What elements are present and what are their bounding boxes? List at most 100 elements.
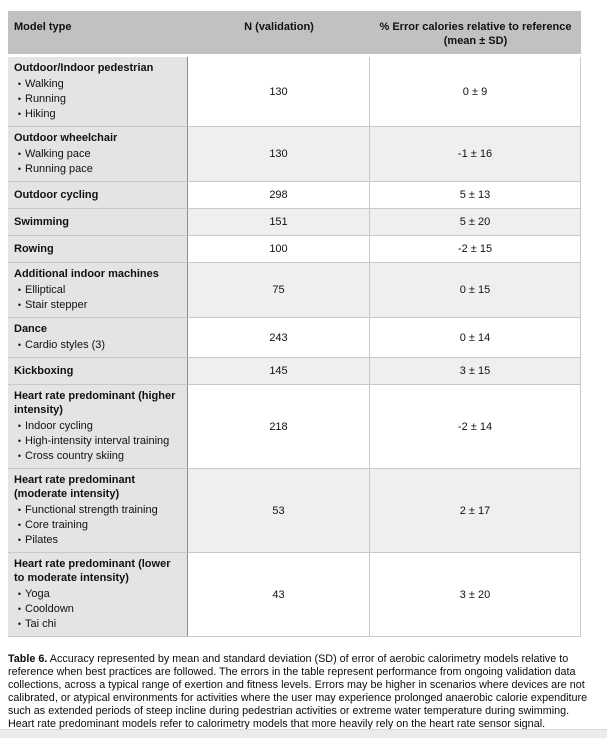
error-cell: 3 ± 20 [370,552,581,636]
model-name: Outdoor/Indoor pedestrian [14,62,154,74]
model-activity-list: • Yoga • Cooldown • Tai chi [14,587,179,632]
activity-label: Cross country skiing [25,450,125,462]
table-row: Outdoor wheelchair • Walking pace • Running… [8,126,581,181]
model-name: Heart rate predominant (lower to moderat… [14,558,171,584]
model-cell: Swimming [8,208,188,235]
activity-item: • Walking [14,77,179,92]
model-activity-list: • Functional strength training • Core train… [14,503,179,548]
bullet-icon: • [17,149,22,159]
activity-label: Yoga [25,588,50,600]
bullet-icon: • [17,421,22,431]
model-cell: Outdoor cycling [8,181,188,208]
n-validation-cell: 145 [188,357,370,384]
error-cell: 3 ± 15 [370,357,581,384]
model-name: Additional indoor machines [14,268,159,280]
header-body-gap [8,54,581,57]
model-activity-list: • Cardio styles (3) [14,338,179,353]
caption-label: Table 6. [8,653,48,665]
model-cell: Kickboxing [8,357,188,384]
error-cell: 5 ± 20 [370,208,581,235]
activity-label: Cooldown [25,603,74,615]
n-validation-cell: 130 [188,126,370,181]
activity-label: Hiking [25,108,56,120]
activity-item: • Running pace [14,162,179,177]
activity-item: • Cooldown [14,602,179,617]
table-row: Kickboxing 145 3 ± 15 [8,357,581,384]
error-cell: -2 ± 14 [370,384,581,468]
activity-label: Walking [25,78,64,90]
activity-label: Running [25,93,66,105]
model-activity-list: • Walking pace • Running pace [14,147,179,177]
model-cell: Dance • Cardio styles (3) [8,317,188,357]
header-n-validation: N (validation) [244,21,314,33]
activity-label: Functional strength training [25,504,158,516]
n-validation-cell: 130 [188,57,370,126]
model-cell: Additional indoor machines • Elliptical • S… [8,262,188,317]
bullet-icon: • [17,164,22,174]
activity-item: • Walking pace [14,147,179,162]
activity-item: • Elliptical [14,283,179,298]
bullet-icon: • [17,340,22,350]
activity-item: • Indoor cycling [14,419,179,434]
bullet-icon: • [17,535,22,545]
model-name: Kickboxing [14,365,74,377]
activity-label: Walking pace [25,148,91,160]
activity-label: Indoor cycling [25,420,93,432]
error-cell: 0 ± 14 [370,317,581,357]
table-caption: Table 6. Accuracy represented by mean an… [8,653,598,731]
header-error-line2: (mean ± SD) [443,35,508,47]
bullet-icon: • [17,451,22,461]
activity-item: • Functional strength training [14,503,179,518]
error-cell: -2 ± 15 [370,235,581,262]
error-cell: -1 ± 16 [370,126,581,181]
model-name: Outdoor cycling [14,189,99,201]
activity-label: Cardio styles (3) [25,339,106,351]
activity-item: • Yoga [14,587,179,602]
bullet-icon: • [17,300,22,310]
model-cell: Heart rate predominant (lower to moderat… [8,552,188,636]
activity-label: Stair stepper [25,299,88,311]
header-error-calories: % Error calories relative to reference (… [370,11,581,54]
bullet-icon: • [17,619,22,629]
table-row: Dance • Cardio styles (3) 243 0 ± 14 [8,317,581,357]
table-body: Outdoor/Indoor pedestrian • Walking • Runni… [8,57,581,637]
table-row: Outdoor cycling 298 5 ± 13 [8,181,581,208]
n-validation-cell: 218 [188,384,370,468]
table-header-row: Model type N (validation) % Error calori… [8,11,581,54]
header-model-type: Model type [14,21,72,33]
activity-label: Elliptical [25,284,66,296]
activity-item: • Cardio styles (3) [14,338,179,353]
model-activity-list: • Elliptical • Stair stepper [14,283,179,313]
activity-item: • Hiking [14,107,179,122]
error-cell: 2 ± 17 [370,468,581,552]
bullet-icon: • [17,589,22,599]
activity-label: Pilates [25,534,59,546]
table-row: Outdoor/Indoor pedestrian • Walking • Runni… [8,57,581,126]
n-validation-cell: 298 [188,181,370,208]
model-activity-list: • Indoor cycling • High-intensity interval … [14,419,179,464]
table-row: Rowing 100 -2 ± 15 [8,235,581,262]
bullet-icon: • [17,285,22,295]
table-row: Swimming 151 5 ± 20 [8,208,581,235]
model-cell: Outdoor/Indoor pedestrian • Walking • Runni… [8,57,188,126]
bullet-icon: • [17,505,22,515]
n-validation-cell: 43 [188,552,370,636]
activity-item: • Cross country skiing [14,449,179,464]
model-name: Swimming [14,216,70,228]
activity-item: • Core training [14,518,179,533]
error-cell: 0 ± 15 [370,262,581,317]
n-validation-cell: 75 [188,262,370,317]
n-validation-cell: 53 [188,468,370,552]
activity-item: • Pilates [14,533,179,548]
activity-item: • Stair stepper [14,298,179,313]
table-row: Heart rate predominant (lower to moderat… [8,552,581,636]
model-name: Heart rate predominant (higher intensity… [14,390,176,416]
table-row: Additional indoor machines • Elliptical • S… [8,262,581,317]
error-cell: 5 ± 13 [370,181,581,208]
table-row: Heart rate predominant (moderate intensi… [8,468,581,552]
model-cell: Heart rate predominant (higher intensity… [8,384,188,468]
bullet-icon: • [17,520,22,530]
model-name: Heart rate predominant (moderate intensi… [14,474,136,500]
calorimetry-accuracy-table: Model type N (validation) % Error calori… [8,11,581,637]
n-validation-cell: 100 [188,235,370,262]
